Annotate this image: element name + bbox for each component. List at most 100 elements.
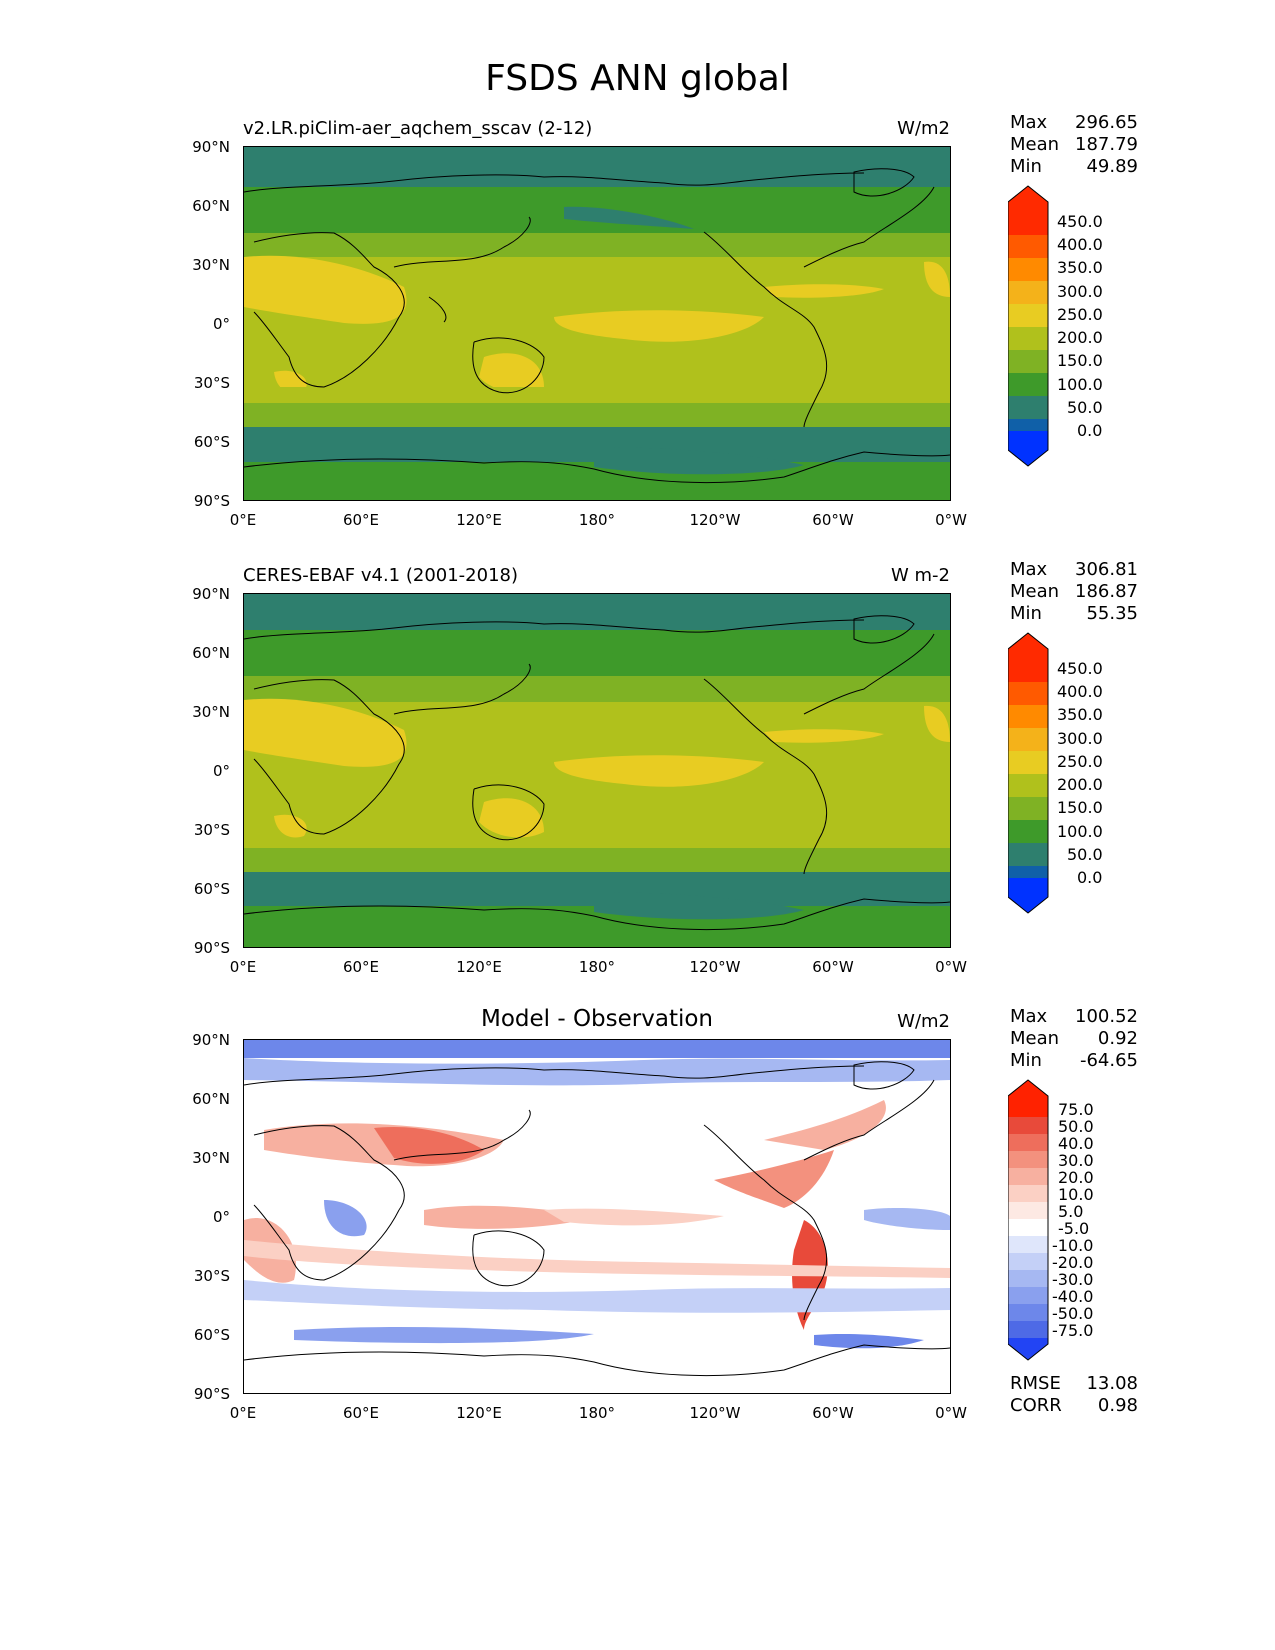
p3-xtick-120e: 120°E <box>456 1404 502 1422</box>
panel1-colorbar <box>1008 184 1052 468</box>
panel1-npac-low <box>564 206 694 229</box>
p2-cb-300: 300.0 <box>1057 729 1103 748</box>
p3-ytick-30n: 30°N <box>192 1149 230 1167</box>
panel1-natl-high <box>764 284 884 298</box>
p2-xtick-0e: 0°E <box>229 958 257 976</box>
p2-cb-100: 100.0 <box>1057 822 1103 841</box>
panel3-title: Model - Observation <box>480 1006 714 1032</box>
p3-xtick-60w: 60°W <box>812 1404 854 1422</box>
p2-xtick-0w: 0°W <box>935 958 967 976</box>
p3-cb-m10: -10.0 <box>1052 1236 1094 1255</box>
stat-max-label: Max <box>1010 1006 1048 1027</box>
panel3-stats: Max 100.52 Mean 0.92 Min -64.65 <box>1010 1006 1138 1072</box>
stat-min-label: Min <box>1010 156 1042 177</box>
p2-ytick-90n: 90°N <box>192 585 230 603</box>
p1-ytick-60s: 60°S <box>193 433 230 451</box>
p2-cb-150: 150.0 <box>1057 798 1103 817</box>
p3-xtick-120w: 120°W <box>689 1404 741 1422</box>
panel1-antarctica <box>244 462 950 500</box>
stat-mean-label: Mean <box>1010 134 1060 155</box>
rmse-label: RMSE <box>1010 1373 1061 1394</box>
p3-cb-30: 30.0 <box>1058 1151 1094 1170</box>
panel3-map-svg <box>244 1040 950 1393</box>
stat-mean: 186.87 <box>1075 581 1138 602</box>
p1-xtick-0w: 0°W <box>935 511 967 529</box>
stat-min: 55.35 <box>1086 603 1138 624</box>
p2-cb-250: 250.0 <box>1057 752 1103 771</box>
p3-ytick-90n: 90°N <box>192 1031 230 1049</box>
p2-cb-450: 450.0 <box>1057 659 1103 678</box>
panel3-units: W/m2 <box>897 1011 950 1032</box>
panel2-map-svg <box>244 594 950 947</box>
panel3-map <box>243 1039 951 1394</box>
p2-cb-200: 200.0 <box>1057 775 1103 794</box>
stat-max-label: Max <box>1010 559 1048 580</box>
panel2-title: CERES-EBAF v4.1 (2001-2018) <box>243 565 519 586</box>
panel1-epac-high <box>554 310 764 342</box>
stat-mean-label: Mean <box>1010 1028 1060 1049</box>
p3-cb-75: 75.0 <box>1058 1100 1094 1119</box>
panel2-stats: Max 306.81 Mean 186.87 Min 55.35 <box>1010 559 1138 625</box>
figure-title: FSDS ANN global <box>485 58 790 99</box>
p3-cb-10: 10.0 <box>1058 1185 1094 1204</box>
p1-cb-50: 50.0 <box>1067 398 1103 417</box>
p3-cb-m20: -20.0 <box>1052 1253 1094 1272</box>
panel1-ross-sea <box>594 447 804 475</box>
stat-min-label: Min <box>1010 1050 1042 1071</box>
p1-xtick-0e: 0°E <box>229 511 257 529</box>
p3-ytick-60s: 60°S <box>193 1326 230 1344</box>
p3-cb-40: 40.0 <box>1058 1134 1094 1153</box>
p1-cb-200: 200.0 <box>1057 328 1103 347</box>
p3-cb-50: 50.0 <box>1058 1117 1094 1136</box>
p3-cb-5: 5.0 <box>1058 1202 1084 1221</box>
p3-ytick-0: 0° <box>212 1208 230 1226</box>
p1-xtick-180: 180° <box>578 511 616 529</box>
p3-ytick-30s: 30°S <box>193 1267 230 1285</box>
p2-ytick-60s: 60°S <box>193 880 230 898</box>
p2-xtick-180: 180° <box>578 958 616 976</box>
panel1-australia <box>479 353 544 393</box>
p3-ytick-90s: 90°S <box>193 1385 230 1403</box>
p3-cb-m75: -75.0 <box>1052 1321 1094 1340</box>
panel3-metrics: RMSE 13.08 CORR 0.98 <box>1010 1373 1138 1417</box>
p3-cb-m5: -5.0 <box>1058 1219 1090 1238</box>
p3-cb-m40: -40.0 <box>1052 1287 1094 1306</box>
p1-xtick-60e: 60°E <box>342 511 380 529</box>
panel2-map <box>243 593 951 948</box>
stat-min: 49.89 <box>1086 156 1138 177</box>
p2-ytick-30n: 30°N <box>192 703 230 721</box>
p1-cb-150: 150.0 <box>1057 351 1103 370</box>
p3-xtick-180: 180° <box>578 1404 616 1422</box>
panel1-title: v2.LR.piClim-aer_aqchem_sscav (2-12) <box>243 118 593 139</box>
stat-min: -64.65 <box>1079 1050 1138 1071</box>
panel1-arctic-band <box>244 147 950 187</box>
p1-xtick-120w: 120°W <box>689 511 741 529</box>
p3-cb-m50: -50.0 <box>1052 1304 1094 1323</box>
stat-mean: 187.79 <box>1075 134 1138 155</box>
panel1-stats: Max 296.65 Mean 187.79 Min 49.89 <box>1010 112 1138 178</box>
p2-cb-400: 400.0 <box>1057 682 1103 701</box>
panel1-north-band <box>244 187 950 233</box>
p2-xtick-60w: 60°W <box>812 958 854 976</box>
panel1-units: W/m2 <box>897 118 950 139</box>
corr-value: 0.98 <box>1097 1395 1138 1416</box>
p1-ytick-30s: 30°S <box>193 374 230 392</box>
p2-xtick-120w: 120°W <box>689 958 741 976</box>
p1-ytick-90n: 90°N <box>192 138 230 156</box>
p2-xtick-120e: 120°E <box>456 958 502 976</box>
p2-ytick-30s: 30°S <box>193 821 230 839</box>
p2-ytick-0: 0° <box>212 762 230 780</box>
p1-cb-250: 250.0 <box>1057 305 1103 324</box>
p1-ytick-90s: 90°S <box>193 492 230 510</box>
p3-cb-m30: -30.0 <box>1052 1270 1094 1289</box>
p1-ytick-30n: 30°N <box>192 256 230 274</box>
p1-cb-450: 450.0 <box>1057 212 1103 231</box>
p1-cb-300: 300.0 <box>1057 282 1103 301</box>
corr-label: CORR <box>1010 1395 1062 1416</box>
stat-min-label: Min <box>1010 603 1042 624</box>
stat-mean: 0.92 <box>1097 1028 1138 1049</box>
panel1-map-svg <box>244 147 950 500</box>
panel3-colorbar <box>1008 1078 1052 1362</box>
p2-cb-0: 0.0 <box>1077 868 1103 887</box>
p3-xtick-0e: 0°E <box>229 1404 257 1422</box>
